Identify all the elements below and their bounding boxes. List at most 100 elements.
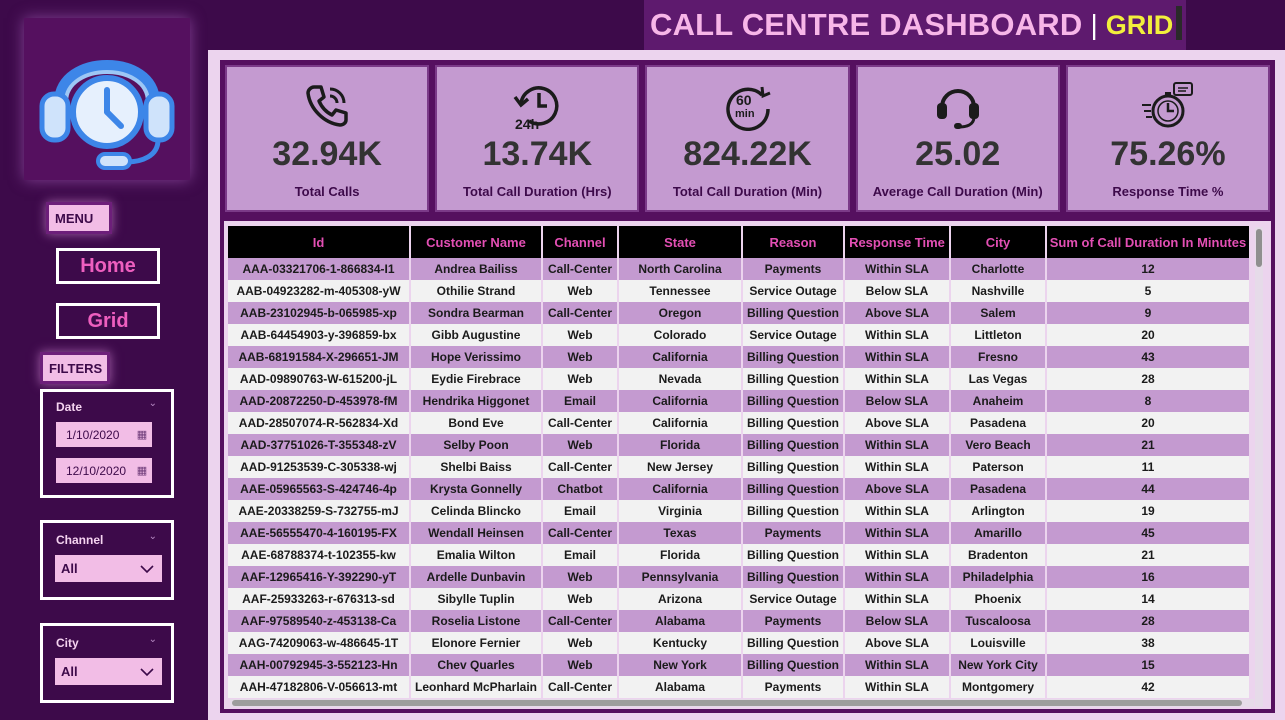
cell-city: Louisville [950,632,1047,654]
cell-state: Pennsylvania [618,566,743,588]
cell-city: Nashville [950,280,1047,302]
cell-customer-name: Hendrika Higgonet [410,390,543,412]
city-select[interactable]: All [55,658,162,685]
data-grid-body: Id Customer Name Channel State Reason Re… [224,221,1271,709]
column-header-id[interactable]: Id [228,226,411,258]
calendar-icon[interactable]: ▦ [132,422,152,447]
column-header-state[interactable]: State [618,226,743,258]
column-header-city[interactable]: City [950,226,1047,258]
cell-channel: Web [542,566,619,588]
cell-channel: Call-Center [542,522,619,544]
cell-reason: Billing Question [742,478,845,500]
table-row[interactable]: AAB-68191584-X-296651-JM Hope Verissimo We… [228,346,1251,368]
table-row[interactable]: AAB-64454903-y-396859-bx Gibb Augustine We… [228,324,1251,346]
cell-city: New York City [950,654,1047,676]
logo [24,18,190,180]
kpi-row: 32.94K Total Calls 24h 13.74K Total Call… [220,60,1275,217]
nav-home-button[interactable]: Home [56,248,160,284]
column-header-customer-name[interactable]: Customer Name [410,226,543,258]
cell-channel: Call-Center [542,610,619,632]
cell-response-time: Within SLA [844,258,951,280]
chevron-down-icon[interactable]: ⌄ [148,531,157,542]
cell-channel: Chatbot [542,478,619,500]
nav-grid-button[interactable]: Grid [56,303,160,339]
cell-id: AAB-64454903-y-396859-bx [228,324,411,346]
vertical-scrollbar[interactable] [1255,227,1263,707]
table-row[interactable]: AAE-68788374-t-102355-kw Emalia Wilton Ema… [228,544,1251,566]
cell-reason: Service Outage [742,280,845,302]
menu-label: MENU [46,202,112,234]
scrollbar-thumb[interactable] [232,700,1242,706]
table-row[interactable]: AAE-20338259-S-732755-mJ Celinda Blincko E… [228,500,1251,522]
column-header-channel[interactable]: Channel [542,226,619,258]
cell-state: California [618,390,743,412]
chevron-down-icon[interactable]: ⌄ [148,398,157,409]
cell-customer-name: Selby Poon [410,434,543,456]
kpi-card-total-minutes: 60 min 824.22K Total Call Duration (Min) [645,65,850,212]
cell-duration: 21 [1046,434,1251,456]
title-separator: | [1090,9,1098,40]
table-row[interactable]: AAH-47182806-V-056613-mt Leonhard McPharl… [228,676,1251,698]
table-row[interactable]: AAD-91253539-C-305338-wj Shelbi Baiss Call… [228,456,1251,478]
column-header-duration[interactable]: Sum of Call Duration In Minutes [1046,226,1251,258]
kpi-label: Average Call Duration (Min) [872,184,1043,199]
chevron-down-icon[interactable]: ⌄ [148,634,157,645]
svg-text:min: min [735,108,755,120]
table-row[interactable]: AAH-00792945-3-552123-Hn Chev Quarles Web N… [228,654,1251,676]
horizontal-scrollbar[interactable] [230,699,1254,707]
column-header-response-time[interactable]: Response Time [844,226,951,258]
cell-reason: Service Outage [742,324,845,346]
table-row[interactable]: AAD-37751026-T-355348-zV Selby Poon Web Flo… [228,434,1251,456]
cell-duration: 11 [1046,456,1251,478]
cell-response-time: Below SLA [844,280,951,302]
kpi-card-total-hours: 24h 13.74K Total Call Duration (Hrs) [435,65,640,212]
channel-filter: Channel ⌄ All [40,520,174,600]
cell-reason: Payments [742,676,845,698]
cell-city: Phoenix [950,588,1047,610]
table-row[interactable]: AAG-74209063-w-486645-1T Elonore Fernier W… [228,632,1251,654]
table-row[interactable]: AAF-12965416-Y-392290-yT Ardelle Dunbavin… [228,566,1251,588]
city-filter: City ⌄ All [40,623,174,703]
channel-select[interactable]: All [55,555,162,582]
cell-city: Fresno [950,346,1047,368]
table-row[interactable]: AAE-05965563-S-424746-4p Krysta Gonnelly C… [228,478,1251,500]
cell-channel: Email [542,390,619,412]
table-row[interactable]: AAD-09890763-W-615200-jL Eydie Firebrace W… [228,368,1251,390]
table-row[interactable]: AAE-56555470-4-160195-FX Wendall Heinsen C… [228,522,1251,544]
cell-reason: Payments [742,610,845,632]
cell-duration: 28 [1046,610,1251,632]
calendar-icon[interactable]: ▦ [132,458,152,483]
cell-state: California [618,346,743,368]
cell-customer-name: Sondra Bearman [410,302,543,324]
scrollbar-thumb[interactable] [1256,229,1262,267]
cell-response-time: Within SLA [844,434,951,456]
cell-response-time: Above SLA [844,302,951,324]
table-row[interactable]: AAD-20872250-D-453978-fM Hendrika Higgone… [228,390,1251,412]
headset-clock-icon [39,60,175,170]
kpi-value: 32.94K [272,135,382,173]
cell-response-time: Within SLA [844,654,951,676]
stopwatch-icon [1141,82,1193,128]
cell-duration: 5 [1046,280,1251,302]
column-header-reason[interactable]: Reason [742,226,845,258]
cell-city: Las Vegas [950,368,1047,390]
table-row[interactable]: AAB-23102945-b-065985-xp Sondra Bearman Ca… [228,302,1251,324]
table-row[interactable]: AAF-25933263-r-676313-sd Sibylle Tuplin We… [228,588,1251,610]
cell-customer-name: Gibb Augustine [410,324,543,346]
cell-channel: Web [542,588,619,610]
24h-clock-icon: 24h [513,86,559,131]
cell-id: AAF-97589540-z-453138-Ca [228,610,411,632]
cell-duration: 12 [1046,258,1251,280]
kpi-card-response-time: 75.26% Response Time % [1065,65,1271,212]
cell-customer-name: Elonore Fernier [410,632,543,654]
table-row[interactable]: AAD-28507074-R-562834-Xd Bond Eve Call-Cen… [228,412,1251,434]
table-header-row: Id Customer Name Channel State Reason Re… [228,226,1251,258]
kpi-label: Total Calls [294,184,360,199]
table-row[interactable]: AAB-04923282-m-405308-yW Othilie Strand We… [228,280,1251,302]
cell-response-time: Within SLA [844,544,951,566]
kpi-value: 824.22K [683,135,812,173]
cell-id: AAA-03321706-1-866834-I1 [228,258,411,280]
table-row[interactable]: AAA-03321706-1-866834-I1 Andrea Bailiss Ca… [228,258,1251,280]
table-row[interactable]: AAF-97589540-z-453138-Ca Roselia Listone C… [228,610,1251,632]
kpi-label: Response Time % [1112,184,1224,199]
